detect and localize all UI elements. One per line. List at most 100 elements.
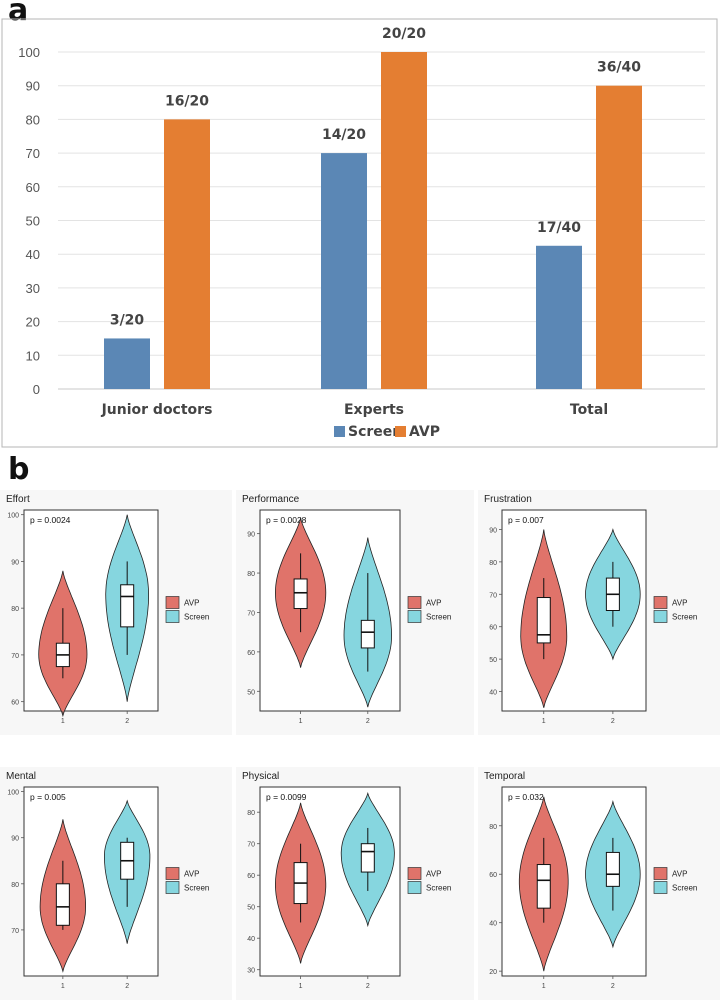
violin-svg: 30 40 50 60 70 80 p = 0.0099 1 2 AVP Screen: [247, 786, 451, 990]
legend-label: AVP: [184, 870, 199, 879]
x-tick-label: 2: [125, 718, 129, 725]
y-tick-label: 70: [11, 653, 19, 660]
y-tick-label: 40: [489, 690, 497, 697]
legend-swatch: [407, 867, 422, 880]
data-label: 16/20: [165, 93, 209, 109]
legend-label: Screen: [184, 613, 209, 622]
data-label: 17/40: [537, 220, 581, 236]
y-tick-label: 70: [247, 610, 255, 617]
panel-a-frame: [1, 18, 718, 448]
box: [120, 584, 135, 628]
legend-swatch: [407, 610, 422, 623]
y-tick-label: 50: [247, 689, 255, 696]
box: [55, 883, 70, 926]
box: [536, 597, 551, 644]
legend-swatch: [653, 881, 668, 894]
x-tick-label: 1: [61, 718, 65, 725]
box: [605, 851, 620, 887]
y-tick-label: 50: [489, 657, 497, 664]
bar-avp: [164, 119, 210, 390]
x-tick-label: 1: [299, 983, 303, 990]
x-tick-label: 2: [611, 983, 615, 990]
legend-swatch-avp: [395, 426, 406, 437]
y-tick-label: 20: [489, 969, 497, 976]
violin-frustration: Frustration 40 50 60 70 80 90 p = 0.007 1 2 AVP Scr…: [478, 490, 720, 735]
violin-svg: 60 70 80 90 100 p = 0.0024 1 2 AVP Screen: [7, 509, 209, 725]
category-label: Junior doctors: [101, 402, 213, 418]
violin-temporal: Temporal 20 40 60 80 p = 0.032 1 2 AVP Screen: [478, 767, 720, 1000]
legend-swatch: [407, 596, 422, 609]
violin-physical: Physical 30 40 50 60 70 80 p = 0.0099 1 2 AVP Scree…: [236, 767, 474, 1000]
y-tick-label: 60: [247, 650, 255, 657]
violin-title: Physical: [242, 771, 280, 782]
y-tick-label: 80: [11, 606, 19, 613]
y-tick-label: 30: [247, 968, 255, 975]
legend-swatch: [653, 867, 668, 880]
y-tick-label: 90: [26, 79, 40, 94]
y-tick-label: 80: [247, 571, 255, 578]
y-tick-label: 90: [11, 559, 19, 566]
y-tick-label: 60: [489, 872, 497, 879]
y-tick-label: 60: [247, 873, 255, 880]
legend-swatch: [407, 881, 422, 894]
legend-swatch-screen: [334, 426, 345, 437]
p-value: p = 0.0099: [266, 792, 307, 802]
y-tick-label: 70: [11, 928, 19, 935]
violin-svg: 40 50 60 70 80 90 p = 0.007 1 2 AVP Screen: [489, 509, 697, 725]
x-tick-label: 1: [542, 983, 546, 990]
y-tick-label: 60: [489, 625, 497, 632]
violin-title: Mental: [6, 771, 37, 782]
box: [536, 864, 551, 909]
bar-chart: 0 10 20 30 40 50 60 70 80 90 100 Junior doctors 3/20…: [1, 18, 718, 448]
box: [360, 843, 375, 873]
x-tick-label: 2: [611, 718, 615, 725]
legend-label: Screen: [184, 884, 209, 893]
violin-title: Temporal: [484, 771, 526, 782]
legend-swatch: [165, 610, 180, 623]
violin-title: Effort: [6, 494, 30, 505]
violin-title: Performance: [242, 494, 300, 505]
violin-effort: Effort 60 70 80 90 100 p = 0.0024 1 2 AVP Screen: [0, 490, 232, 735]
category-label: Experts: [344, 402, 404, 418]
violin-mental: Mental 70 80 90 100 p = 0.005 1 2 AVP Screen: [0, 767, 232, 1000]
violin-performance: Performance 50 60 70 80 90 p = 0.0028 1 2 AVP Scre…: [236, 490, 474, 735]
y-tick-label: 100: [7, 513, 19, 520]
legend-label: Screen: [426, 884, 451, 893]
y-tick-label: 90: [11, 836, 19, 843]
y-tick-label: 40: [247, 936, 255, 943]
data-label: 20/20: [382, 26, 426, 42]
violin-svg: 20 40 60 80 p = 0.032 1 2 AVP Screen: [489, 786, 697, 990]
y-tick-label: 20: [26, 315, 40, 330]
y-tick-label: 60: [11, 700, 19, 707]
y-tick-label: 60: [26, 180, 40, 195]
y-tick-label: 90: [247, 532, 255, 539]
p-value: p = 0.005: [30, 792, 66, 802]
legend-swatch: [653, 610, 668, 623]
y-tick-label: 80: [11, 882, 19, 889]
legend-label: Screen: [672, 884, 697, 893]
y-tick-label: 70: [247, 842, 255, 849]
y-tick-label: 0: [33, 382, 40, 397]
legend-label: Screen: [426, 613, 451, 622]
legend-swatch: [165, 881, 180, 894]
x-tick-label: 2: [366, 983, 370, 990]
legend-label-screen: Screen: [348, 424, 402, 440]
x-tick-label: 2: [125, 983, 129, 990]
legend-label: AVP: [426, 870, 441, 879]
legend-label-avp: AVP: [409, 424, 440, 440]
y-tick-label: 70: [26, 146, 40, 161]
data-label: 36/40: [597, 60, 641, 76]
bar-avp: [596, 85, 642, 389]
y-tick-label: 80: [26, 112, 40, 127]
legend-label: AVP: [426, 599, 441, 608]
y-tick-label: 50: [247, 905, 255, 912]
p-value: p = 0.032: [508, 792, 544, 802]
legend-label: AVP: [672, 599, 687, 608]
y-tick-label: 100: [7, 790, 19, 797]
y-tick-label: 80: [247, 810, 255, 817]
y-tick-label: 80: [489, 824, 497, 831]
violin-svg: 70 80 90 100 p = 0.005 1 2 AVP Screen: [7, 786, 209, 990]
bar-screen: [536, 245, 582, 389]
y-tick-label: 10: [26, 348, 40, 363]
x-tick-label: 1: [299, 718, 303, 725]
